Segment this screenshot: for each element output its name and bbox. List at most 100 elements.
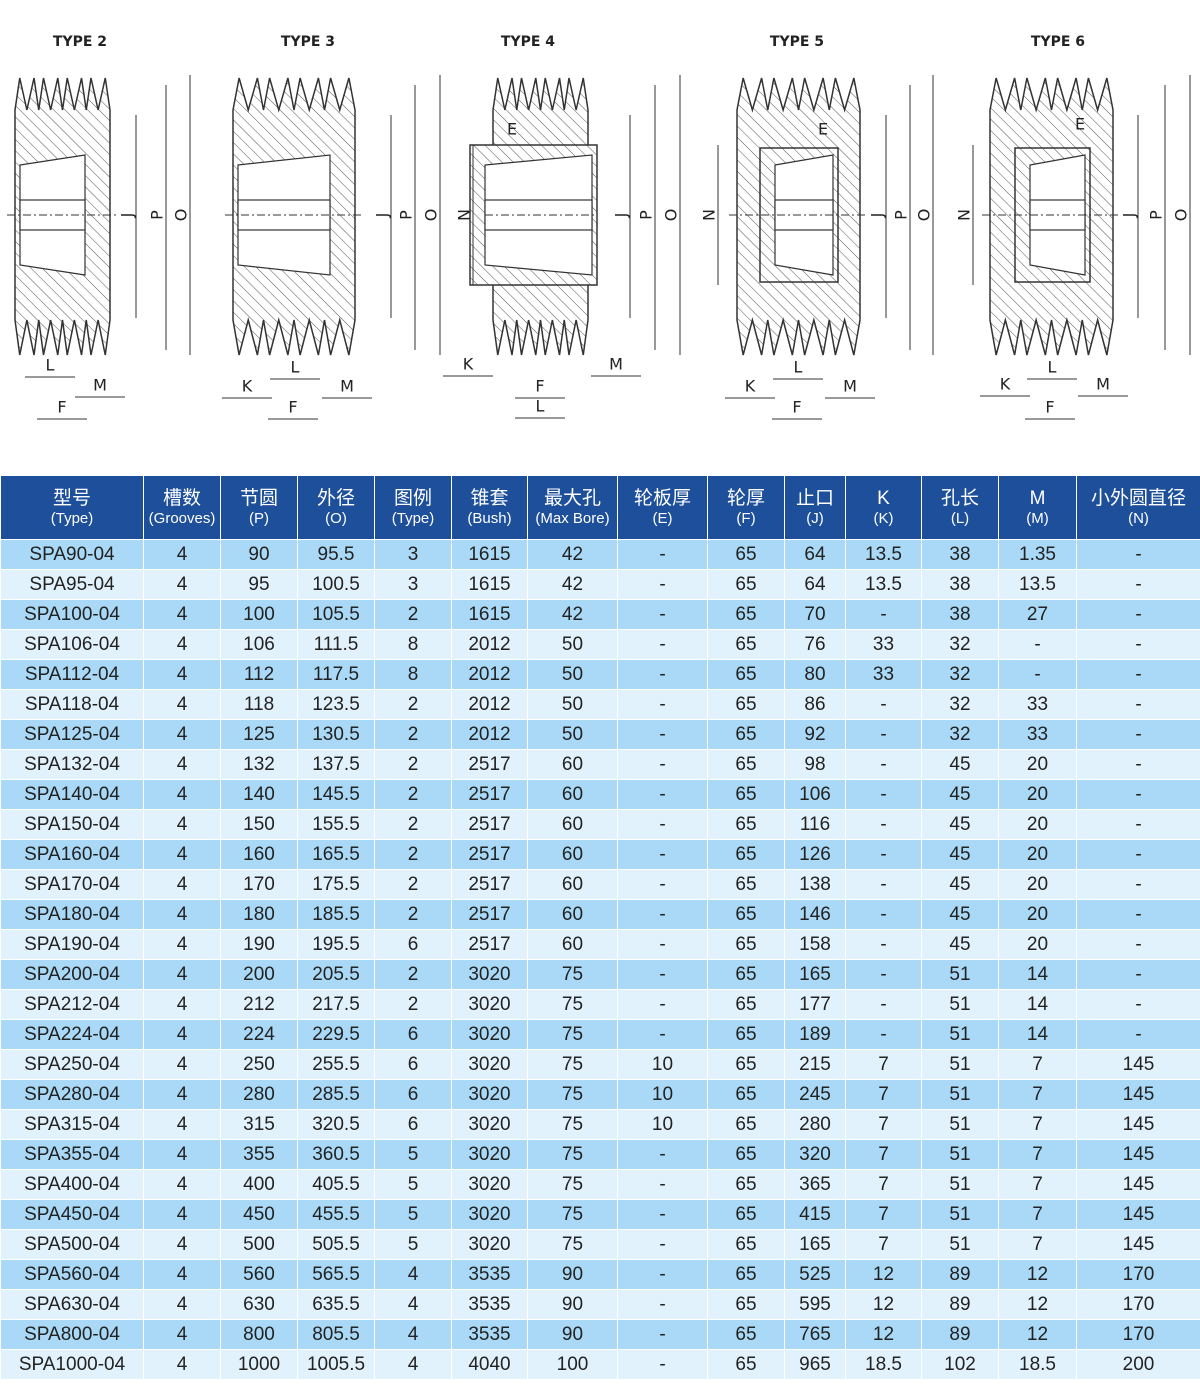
dimension-label: M — [340, 377, 354, 396]
diagram-title: TYPE 6 — [1031, 34, 1085, 50]
table-cell: 4 — [143, 1049, 221, 1080]
table-cell: 3020 — [451, 1199, 528, 1230]
dimension-label: O — [915, 209, 934, 222]
table-cell: 177 — [784, 989, 846, 1020]
table-cell: - — [617, 1169, 708, 1200]
table-cell: 4 — [143, 809, 221, 840]
table-cell: 65 — [707, 869, 785, 900]
table-cell: 805.5 — [297, 1319, 375, 1350]
dimension-label: J — [612, 213, 631, 219]
table-cell: 525 — [784, 1259, 846, 1290]
table-cell: SPA106-04 — [0, 629, 144, 660]
table-cell: 6 — [374, 1019, 452, 1050]
table-cell: 116 — [784, 809, 846, 840]
table-cell: 280 — [220, 1079, 298, 1110]
table-cell: SPA90-04 — [0, 539, 144, 570]
table-cell: 65 — [707, 1169, 785, 1200]
table-cell: 45 — [921, 869, 999, 900]
table-cell: 32 — [921, 719, 999, 750]
dimension-label: L — [1048, 358, 1057, 377]
table-cell: SPA132-04 — [0, 749, 144, 780]
table-row: SPA112-04 4 112 117.5 8 2012 50-65 80 33 32- - — [0, 659, 1200, 690]
table-cell: 2012 — [451, 659, 528, 690]
table-row: SPA250-04 4 250 255.5 6 3020 75 10 65 215 7 51 7 145 — [0, 1049, 1200, 1080]
table-cell: - — [617, 809, 708, 840]
table-cell: 4 — [143, 1079, 221, 1110]
table-cell: - — [617, 1349, 708, 1380]
table-cell: 280 — [784, 1109, 846, 1140]
table-cell: 1615 — [451, 539, 528, 570]
table-cell: - — [845, 809, 922, 840]
table-cell: SPA450-04 — [0, 1199, 144, 1230]
table-cell: 3535 — [451, 1289, 528, 1320]
table-cell: 170 — [1076, 1319, 1200, 1350]
table-cell: 285.5 — [297, 1079, 375, 1110]
table-row: SPA280-04 4 280 285.5 6 3020 75 10 65 245 7 51 7 145 — [0, 1079, 1200, 1110]
header-name: 孔长 — [940, 487, 979, 509]
table-cell: 65 — [707, 1139, 785, 1170]
table-cell: 1005.5 — [297, 1349, 375, 1380]
table-cell: 92 — [784, 719, 846, 750]
table-cell: 86 — [784, 689, 846, 720]
table-cell: - — [845, 899, 922, 930]
table-cell: 51 — [921, 1229, 999, 1260]
table-cell: 2517 — [451, 809, 528, 840]
table-cell: 126 — [784, 839, 846, 870]
header-name: 轮板厚 — [633, 487, 691, 509]
header-sub: (F) — [736, 509, 756, 527]
table-cell: - — [1076, 689, 1200, 720]
table-cell: 105.5 — [297, 599, 375, 630]
table-cell: 3020 — [451, 1049, 528, 1080]
table-cell: - — [617, 869, 708, 900]
table-cell: 4 — [143, 1349, 221, 1380]
dimension-label: F — [792, 398, 801, 417]
table-cell: 51 — [921, 1169, 999, 1200]
table-cell: - — [1076, 899, 1200, 930]
table-row: SPA212-04 4 212 217.5 2 3020 75-65 177-51 14- — [0, 989, 1200, 1020]
table-cell: 4 — [143, 689, 221, 720]
table-cell: 630 — [220, 1289, 298, 1320]
table-cell: 7 — [845, 1079, 922, 1110]
diagram-title: TYPE 2 — [53, 34, 107, 50]
table-cell: SPA140-04 — [0, 779, 144, 810]
table-cell: SPA355-04 — [0, 1139, 144, 1170]
table-cell: 200 — [220, 959, 298, 990]
header-sub: (Bush) — [467, 509, 512, 527]
table-cell: 3 — [374, 539, 452, 570]
dimension-label: O — [172, 209, 191, 222]
table-cell: 90 — [527, 1319, 618, 1350]
table-cell: 800 — [220, 1319, 298, 1350]
table-cell: 64 — [784, 539, 846, 570]
dimension-label: L — [794, 358, 803, 377]
table-cell: 130.5 — [297, 719, 375, 750]
dimension-label: L — [536, 397, 545, 416]
table-cell: - — [617, 929, 708, 960]
table-cell: 65 — [707, 1349, 785, 1380]
table-cell: 60 — [527, 779, 618, 810]
table-cell: 4 — [143, 629, 221, 660]
table-cell: 4 — [143, 1199, 221, 1230]
table-cell: 2 — [374, 599, 452, 630]
table-cell: 4 — [374, 1349, 452, 1380]
table-row: SPA106-04 4 106 111.5 8 2012 50-65 76 33 32- - — [0, 629, 1200, 660]
table-row: SPA500-04 4 500 505.5 5 3020 75-65 165 7 51 7 145 — [0, 1229, 1200, 1260]
dimension-label: L — [291, 358, 300, 377]
header-name: 节圆 — [239, 487, 278, 509]
table-cell: - — [617, 1289, 708, 1320]
table-row: SPA170-04 4 170 175.5 2 2517 60-65 138-45 20- — [0, 869, 1200, 900]
table-cell: 65 — [707, 539, 785, 570]
table-cell: 158 — [784, 929, 846, 960]
table-cell: 13.5 — [845, 569, 922, 600]
table-cell: SPA200-04 — [0, 959, 144, 990]
table-cell: 360.5 — [297, 1139, 375, 1170]
header-sub: (Max Bore) — [535, 509, 610, 527]
header-cell: 轮厚 (F) — [707, 475, 785, 540]
table-cell: 60 — [527, 839, 618, 870]
table-cell: 20 — [998, 749, 1077, 780]
table-cell: 65 — [707, 1019, 785, 1050]
table-cell: 100.5 — [297, 569, 375, 600]
header-sub: (P) — [249, 509, 269, 527]
table-cell: 4 — [143, 839, 221, 870]
header-name: 止口 — [795, 487, 834, 509]
